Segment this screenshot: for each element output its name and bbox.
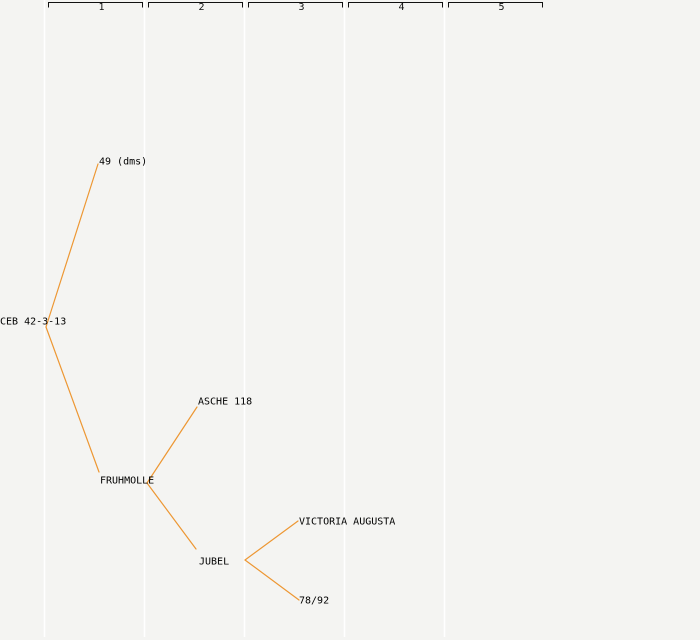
generation-bracket <box>148 2 243 8</box>
generation-bracket <box>248 2 343 8</box>
generation-bracket <box>348 2 443 8</box>
generation-bracket <box>448 2 543 8</box>
generation-bracket <box>48 2 143 8</box>
pedigree-edge-dam_dam-dam_dam_sire <box>244 520 299 561</box>
pedigree-edge-dam_dam-dam_dam_dam <box>244 559 300 601</box>
pedigree-edge-subject-sire <box>45 163 99 328</box>
pedigree-edge-dam-dam_sire <box>146 406 198 484</box>
pedigree-edge-subject-dam <box>45 326 100 473</box>
pedigree-edge-dam-dam_dam <box>146 482 197 550</box>
